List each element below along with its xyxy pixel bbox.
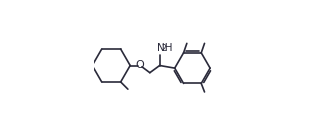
Text: NH: NH [157,43,173,53]
Text: O: O [136,61,144,70]
Text: 2: 2 [162,44,167,53]
